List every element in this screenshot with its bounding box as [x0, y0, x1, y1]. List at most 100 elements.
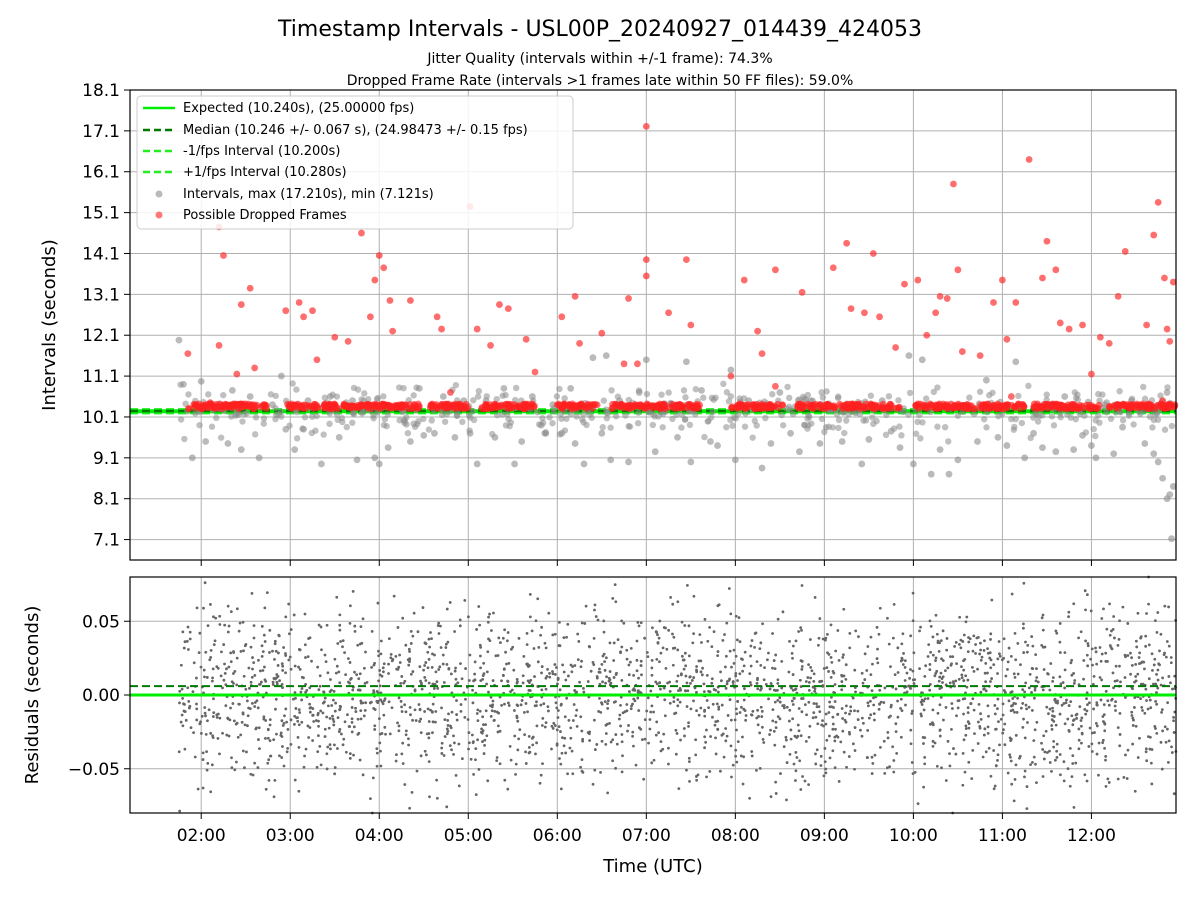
interval-point [282, 425, 290, 433]
residual-point [1041, 688, 1045, 692]
interval-point [930, 388, 938, 396]
residual-point [239, 733, 243, 737]
residual-point [446, 718, 450, 722]
residual-point [853, 668, 857, 672]
residual-point [1042, 757, 1046, 761]
residual-point [685, 768, 688, 772]
residual-point [227, 624, 231, 628]
residual-point [1014, 733, 1018, 737]
residual-point [1151, 668, 1154, 672]
intervals-y-tick-label: 14.1 [82, 244, 120, 264]
residual-point [805, 713, 808, 717]
residual-point [676, 674, 680, 678]
residual-point [199, 665, 203, 669]
residual-point [325, 623, 329, 627]
residual-point [284, 707, 288, 711]
residual-point [869, 713, 873, 717]
residual-point [1155, 631, 1159, 634]
residual-point [537, 646, 541, 649]
residual-point [188, 706, 191, 710]
residual-point [323, 696, 327, 700]
residual-point [209, 731, 213, 735]
residual-point [637, 624, 641, 628]
residual-point [504, 650, 507, 654]
residual-point [428, 795, 431, 799]
residual-point [409, 672, 413, 676]
dropped-frame-point [625, 403, 633, 411]
residual-point [655, 682, 659, 686]
residual-point [535, 700, 538, 704]
residual-point [756, 723, 760, 727]
residual-point [550, 724, 554, 728]
residual-point [830, 705, 834, 709]
residual-point [869, 673, 873, 677]
residual-point [358, 672, 362, 676]
residual-point [792, 762, 796, 766]
residual-point [311, 713, 315, 717]
interval-point [625, 396, 632, 404]
residual-point [667, 746, 670, 750]
residual-point [695, 665, 699, 668]
residual-point [753, 645, 756, 649]
residual-point [763, 666, 766, 670]
residual-point [348, 661, 352, 664]
residual-point [1030, 709, 1034, 712]
residual-point [580, 729, 584, 733]
residual-point [565, 635, 568, 639]
residual-point [860, 671, 864, 675]
residual-point [575, 724, 579, 728]
residual-point [559, 787, 563, 791]
dropped-frame-point [914, 276, 922, 284]
residual-point [534, 619, 538, 623]
residual-point [291, 697, 295, 701]
residual-point [419, 731, 423, 735]
residual-point [614, 673, 618, 676]
residual-point [423, 749, 427, 753]
residual-point [1045, 705, 1049, 709]
residual-point [919, 700, 923, 704]
residual-point [1026, 643, 1030, 647]
residual-point [772, 729, 776, 733]
residual-point [1080, 741, 1083, 745]
residual-point [732, 648, 736, 652]
residual-point [821, 637, 825, 641]
residual-point [453, 669, 457, 673]
residual-point [1090, 742, 1094, 746]
dropped-frame-point [758, 350, 766, 358]
residual-point [614, 600, 618, 604]
residual-point [476, 738, 480, 742]
residual-point [320, 648, 323, 652]
residual-point [495, 756, 499, 759]
residual-point [983, 639, 986, 643]
residual-point [1066, 767, 1070, 771]
residual-point [544, 646, 548, 650]
dropped-frame-point [522, 335, 530, 343]
interval-point [469, 407, 477, 415]
residual-point [729, 718, 733, 722]
residual-point [903, 679, 907, 682]
residual-point [198, 722, 202, 726]
dropped-frame-point [825, 402, 833, 410]
interval-point [974, 438, 981, 445]
residual-point [891, 636, 895, 640]
residual-point [333, 657, 337, 661]
interval-point [602, 352, 610, 360]
residual-point [282, 764, 286, 768]
residual-point [1104, 755, 1108, 758]
residual-point [206, 719, 209, 723]
interval-point [499, 411, 506, 418]
interval-point [217, 434, 225, 441]
residual-point [949, 663, 953, 667]
residual-point [866, 756, 869, 759]
residual-point [298, 667, 302, 671]
residual-point [357, 688, 361, 692]
residual-point [1138, 736, 1141, 740]
residual-point [1137, 656, 1141, 659]
residual-point [522, 711, 526, 714]
dropped-frame-point [754, 327, 761, 335]
residual-point [203, 711, 207, 715]
residual-point [463, 715, 467, 719]
residual-point [514, 762, 518, 766]
residual-point [1150, 782, 1154, 786]
residual-point [638, 690, 642, 694]
